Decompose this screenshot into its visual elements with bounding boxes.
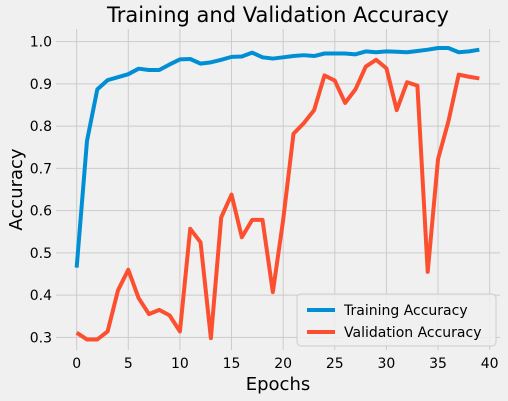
x-tick-label: 10 xyxy=(171,356,189,372)
x-tick-label: 20 xyxy=(274,356,292,372)
x-tick-label: 30 xyxy=(378,356,396,372)
x-axis-label: Epochs xyxy=(246,374,311,395)
series-line-training-accuracy xyxy=(74,46,480,268)
y-tick-labels: 0.3 0.4 0.5 0.6 0.7 0.8 0.9 1.0 xyxy=(30,35,52,347)
legend-label: Training Accuracy xyxy=(343,303,468,319)
legend-box xyxy=(296,293,497,347)
legend: Training Accuracy Validation Accuracy xyxy=(296,293,497,347)
x-tick-label: 25 xyxy=(326,356,344,372)
legend-label: Validation Accuracy xyxy=(344,325,482,341)
y-tick-label: 0.9 xyxy=(30,77,52,93)
x-tick-labels: 0 5 10 15 20 25 30 35 40 xyxy=(72,356,498,372)
x-tick-label: 40 xyxy=(481,356,499,372)
y-tick-label: 0.8 xyxy=(30,119,52,135)
y-tick-label: 0.4 xyxy=(30,288,52,304)
series-lines xyxy=(74,46,480,342)
y-tick-label: 0.3 xyxy=(30,330,52,346)
x-tick-label: 5 xyxy=(124,356,133,372)
series-line-validation-accuracy xyxy=(75,57,480,342)
x-tick-label: 15 xyxy=(223,356,241,372)
x-tick-label: 0 xyxy=(72,356,81,372)
chart-title: Training and Validation Accuracy xyxy=(106,3,449,27)
y-tick-label: 0.6 xyxy=(30,204,52,220)
y-tick-label: 0.7 xyxy=(30,161,52,177)
x-tick-label: 35 xyxy=(429,356,447,372)
y-axis-label: Accuracy xyxy=(6,148,27,231)
y-tick-label: 0.5 xyxy=(30,246,52,262)
y-tick-label: 1.0 xyxy=(30,35,52,51)
